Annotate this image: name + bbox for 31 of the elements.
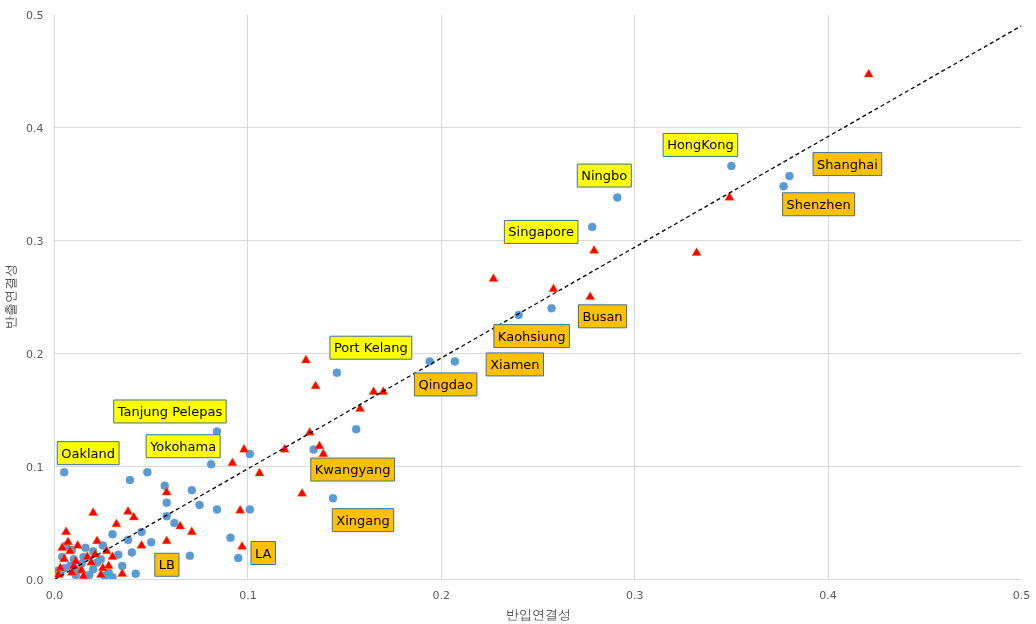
annotation: Yokohama: [149, 438, 217, 454]
x-tick-label: 0.0: [45, 588, 64, 602]
annotation: Qingdao: [418, 376, 473, 392]
y-tick-label: 0.4: [26, 121, 44, 135]
annotation: LB: [158, 557, 175, 573]
y-axis-title: 반출연결성: [3, 264, 19, 330]
annotation: LA: [255, 545, 272, 561]
annotation: Port Kelang: [333, 340, 408, 356]
annotation: Shanghai: [817, 156, 878, 172]
annotation: Kwangyang: [314, 462, 391, 478]
annotation: Kaohsiung: [497, 328, 566, 344]
annotation: Ningbo: [581, 168, 628, 184]
annotation: Shenzhen: [786, 196, 851, 212]
x-axis-title: 반입연결성: [505, 606, 571, 622]
x-tick-label: 0.2: [432, 588, 451, 602]
x-tick-label: 0.4: [819, 588, 837, 602]
annotation: Singapore: [508, 224, 574, 240]
x-tick-label: 0.5: [1012, 588, 1031, 602]
y-tick-label: 0.5: [26, 8, 44, 22]
annotation: Tanjung Pelepas: [116, 403, 223, 419]
y-tick-label: 0.0: [26, 573, 44, 587]
x-tick-label: 0.1: [239, 588, 257, 602]
annotation: Oakland: [61, 445, 116, 461]
y-tick-label: 0.3: [26, 234, 44, 248]
annotation: Xiamen: [490, 356, 540, 372]
annotation: Busan: [582, 308, 623, 324]
y-tick-label: 0.2: [26, 347, 44, 361]
annotation: HongKong: [667, 137, 734, 153]
annotation: Xingang: [336, 512, 390, 528]
x-tick-label: 0.3: [625, 588, 644, 602]
y-tick-label: 0.1: [26, 460, 44, 474]
